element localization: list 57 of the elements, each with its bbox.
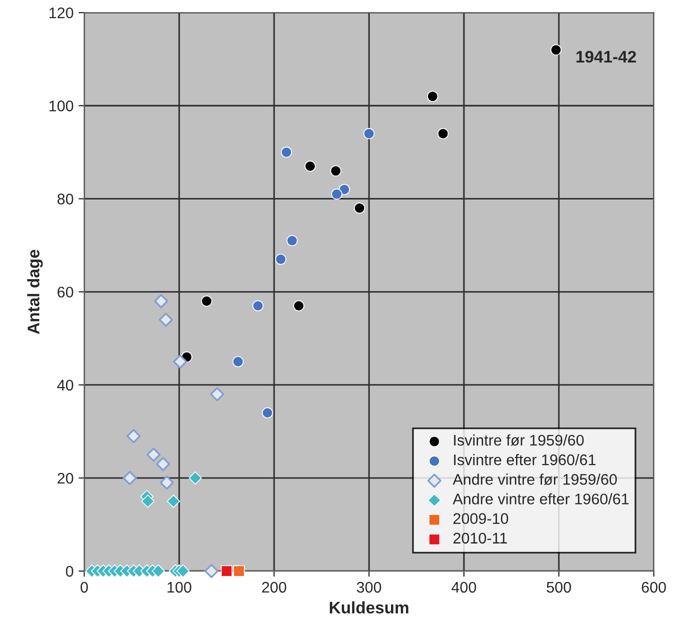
x-tick-label: 500 [546, 582, 572, 593]
point [188, 471, 202, 485]
point [154, 294, 168, 308]
point [550, 44, 562, 56]
y-tick-label: 100 [50, 100, 74, 112]
point [201, 296, 212, 307]
point [427, 90, 438, 102]
point [210, 387, 224, 402]
y-tick-label: 80 [58, 194, 74, 204]
y-tick-label: 0 [66, 566, 74, 577]
point [275, 254, 286, 265]
x-tick-label: 100 [168, 582, 192, 593]
point [363, 128, 375, 140]
x-tick-label: 0 [80, 582, 88, 593]
point [252, 300, 264, 312]
point [262, 407, 274, 418]
legend-label: Andre vintre før 1959/60 [452, 474, 617, 485]
x-tick-label: 600 [642, 582, 666, 593]
x-tick-label: 300 [356, 582, 382, 593]
point [176, 564, 190, 578]
point [122, 470, 137, 486]
x-tick-label: 400 [452, 582, 476, 593]
point [293, 300, 304, 312]
point [437, 128, 449, 140]
annotation: 1941-42 [576, 50, 636, 63]
point [126, 429, 141, 444]
legend-label: 2010-11 [453, 532, 507, 544]
point [233, 565, 245, 577]
point [286, 235, 298, 246]
legend-label: Andre vintre efter 1960/61 [452, 493, 629, 504]
point [354, 202, 366, 214]
x-axis-title: Kuldesum [330, 601, 408, 614]
point [330, 165, 342, 176]
point [220, 565, 232, 577]
point [338, 184, 350, 196]
point [166, 494, 180, 508]
point [204, 564, 218, 578]
point [304, 160, 316, 172]
point [232, 356, 244, 368]
point [173, 354, 188, 369]
y-tick-label: 40 [57, 380, 74, 391]
point [160, 476, 174, 490]
x-tick-label: 200 [262, 582, 286, 593]
point [158, 312, 173, 327]
y-axis-title: Antal dage [27, 250, 43, 334]
legend-label: 2009-10 [453, 513, 508, 524]
point [280, 146, 292, 158]
point [331, 188, 342, 200]
legend-label: Isvintre efter 1960/61 [454, 454, 596, 466]
point [152, 564, 165, 578]
point [146, 448, 161, 462]
y-tick-label: 60 [58, 286, 74, 298]
y-tick-label: 20 [58, 472, 74, 484]
point [141, 494, 154, 508]
point [156, 456, 170, 472]
legend-label: Isvintre før 1959/60 [454, 434, 584, 446]
y-tick-label: 120 [50, 7, 74, 18]
